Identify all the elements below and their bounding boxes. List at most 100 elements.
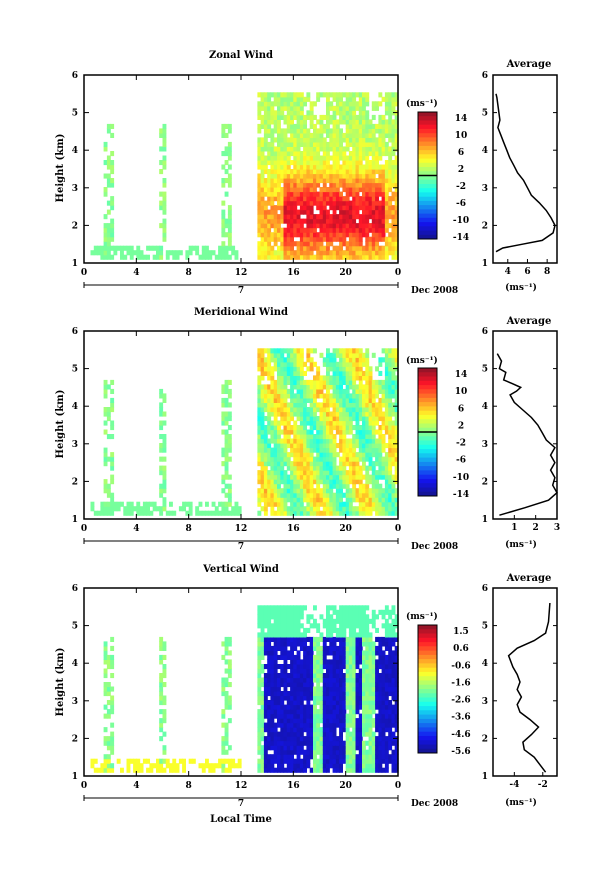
heatmap-cell bbox=[257, 379, 262, 385]
heatmap-cell bbox=[296, 745, 301, 751]
heatmap-cell bbox=[345, 492, 350, 498]
heatmap-cell bbox=[316, 146, 321, 152]
avg-y-tick-label: 1 bbox=[482, 259, 488, 269]
heatmap-cell bbox=[352, 173, 357, 179]
heatmap-cell bbox=[339, 447, 343, 453]
heatmap-cell bbox=[257, 763, 262, 769]
heatmap-cell bbox=[332, 677, 337, 683]
heatmap-cell bbox=[270, 632, 275, 638]
heatmap-cell bbox=[260, 393, 265, 399]
heatmap-cell bbox=[309, 682, 314, 688]
heatmap-cell bbox=[371, 132, 376, 138]
heatmap-cell bbox=[277, 141, 281, 147]
heatmap-cell bbox=[260, 151, 265, 157]
heatmap-cell bbox=[286, 164, 291, 170]
heatmap-cell bbox=[326, 254, 330, 260]
avg-y-tick-label: 5 bbox=[482, 365, 488, 375]
heatmap-cell bbox=[162, 501, 167, 507]
heatmap-cell bbox=[299, 250, 304, 256]
heatmap-cell bbox=[257, 438, 262, 444]
heatmap-cell bbox=[270, 155, 275, 161]
heatmap-cell bbox=[169, 510, 173, 516]
heatmap-cell bbox=[355, 443, 360, 449]
heatmap-cell bbox=[335, 132, 340, 138]
heatmap-cell bbox=[260, 388, 265, 394]
heatmap-cell bbox=[299, 218, 304, 224]
heatmap-cell bbox=[260, 205, 265, 211]
heatmap-cell bbox=[110, 461, 115, 467]
heatmap-cell bbox=[280, 416, 285, 422]
heatmap-cell bbox=[299, 137, 304, 143]
heatmap-cell bbox=[358, 632, 363, 638]
heatmap-cell bbox=[296, 492, 301, 498]
heatmap-cell bbox=[309, 713, 314, 719]
heatmap-cell bbox=[362, 200, 366, 206]
heatmap-cell bbox=[326, 758, 330, 764]
heatmap-cell bbox=[342, 749, 347, 755]
heatmap-cell bbox=[267, 123, 272, 129]
heatmap-cell bbox=[309, 479, 314, 485]
heatmap-cell bbox=[362, 164, 366, 170]
heatmap-cell bbox=[296, 691, 301, 697]
heatmap-cell bbox=[378, 402, 383, 408]
heatmap-cell bbox=[267, 492, 272, 498]
heatmap-cell bbox=[270, 434, 275, 440]
heatmap-cell bbox=[352, 722, 357, 728]
heatmap-cell bbox=[313, 128, 317, 134]
heatmap-cell bbox=[296, 767, 301, 773]
heatmap-cell bbox=[313, 236, 317, 242]
heatmap-cell bbox=[227, 492, 232, 498]
heatmap-cell bbox=[352, 254, 357, 260]
heatmap-cell bbox=[329, 114, 334, 120]
heatmap-cell bbox=[283, 654, 288, 660]
heatmap-cell bbox=[306, 388, 311, 394]
heatmap-cell bbox=[352, 609, 357, 615]
heatmap-cell bbox=[355, 745, 360, 751]
heatmap-cell bbox=[299, 119, 304, 125]
heatmap-cell bbox=[263, 137, 268, 143]
heatmap-cell bbox=[391, 123, 396, 129]
colorbar-swatch bbox=[418, 436, 437, 442]
heatmap-cell bbox=[257, 645, 262, 651]
heatmap-cell bbox=[313, 605, 317, 611]
heatmap-cell bbox=[280, 636, 285, 642]
colorbar-swatch bbox=[418, 226, 437, 231]
heatmap-cell bbox=[106, 456, 111, 462]
heatmap-cell bbox=[283, 236, 288, 242]
heatmap-cell bbox=[277, 645, 281, 651]
heatmap-cell bbox=[309, 767, 314, 773]
heatmap-cell bbox=[339, 650, 343, 656]
heatmap-cell bbox=[388, 501, 393, 507]
heatmap-cell bbox=[348, 654, 353, 660]
heatmap-cell bbox=[267, 501, 272, 507]
heatmap-cell bbox=[306, 501, 311, 507]
heatmap-cell bbox=[332, 200, 337, 206]
heatmap-cell bbox=[332, 443, 337, 449]
heatmap-cell bbox=[110, 223, 115, 229]
heatmap-cell bbox=[378, 677, 383, 683]
heatmap-cell bbox=[322, 758, 327, 764]
heatmap-cell bbox=[362, 209, 366, 215]
heatmap-cell bbox=[277, 438, 281, 444]
heatmap-cell bbox=[355, 632, 360, 638]
heatmap-cell bbox=[371, 137, 376, 143]
heatmap-cell bbox=[126, 501, 131, 507]
heatmap-cell bbox=[224, 397, 229, 403]
heatmap-cell bbox=[103, 691, 108, 697]
heatmap-cell bbox=[299, 641, 304, 647]
heatmap-cell bbox=[358, 178, 363, 184]
heatmap-cell bbox=[358, 214, 363, 220]
heatmap-cell bbox=[267, 384, 272, 390]
heatmap-cell bbox=[375, 128, 379, 134]
heatmap-cell bbox=[139, 767, 144, 773]
heatmap-cell bbox=[345, 397, 350, 403]
heatmap-cell bbox=[384, 361, 389, 367]
heatmap-cell bbox=[339, 736, 343, 742]
heatmap-cell bbox=[260, 682, 265, 688]
heatmap-cell bbox=[322, 434, 327, 440]
heatmap-cell bbox=[375, 668, 379, 674]
heatmap-cell bbox=[296, 695, 301, 701]
heatmap-cell bbox=[378, 397, 383, 403]
heatmap-cell bbox=[345, 375, 350, 381]
heatmap-cell bbox=[352, 709, 357, 715]
